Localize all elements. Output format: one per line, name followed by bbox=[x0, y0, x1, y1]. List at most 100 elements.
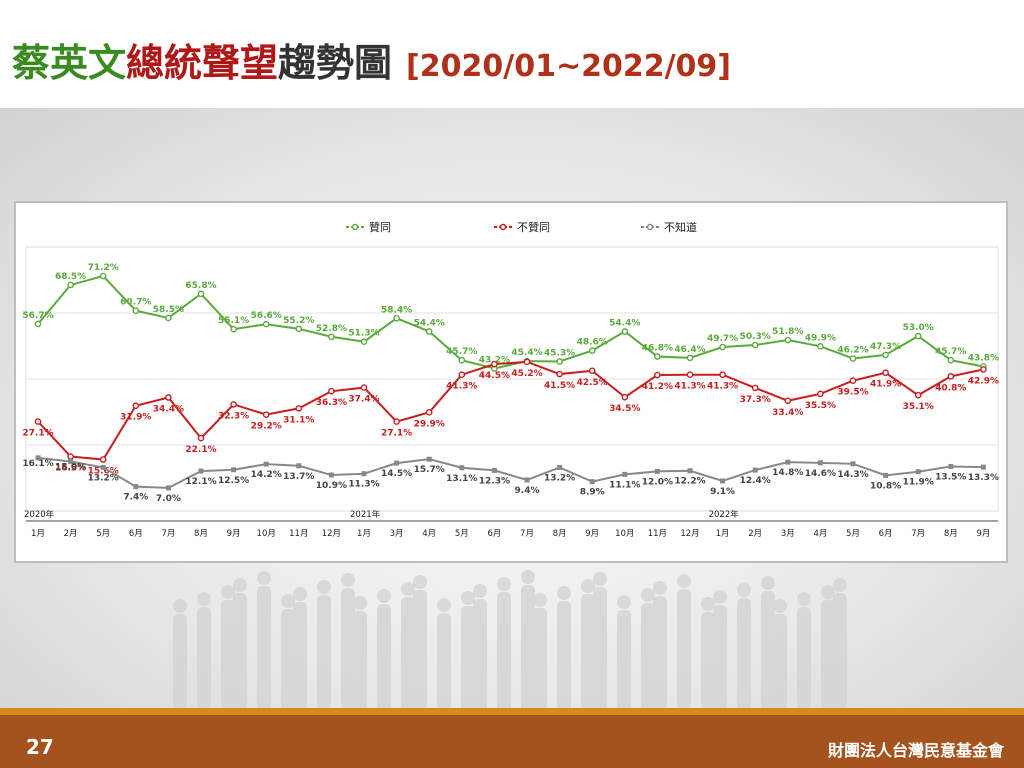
data-point bbox=[197, 290, 205, 298]
data-label: 60.7% bbox=[120, 298, 151, 308]
data-point bbox=[458, 356, 466, 364]
data-point bbox=[720, 478, 726, 484]
data-label: 58.5% bbox=[153, 305, 184, 315]
data-label: 31.1% bbox=[283, 415, 314, 425]
legend-swatch-marker bbox=[351, 223, 359, 231]
data-point bbox=[458, 371, 466, 379]
month-tick-label: 6月 bbox=[129, 529, 143, 539]
data-point bbox=[948, 463, 954, 469]
data-point bbox=[99, 456, 107, 463]
data-label: 11.9% bbox=[903, 478, 934, 488]
data-point bbox=[394, 460, 400, 466]
data-point bbox=[849, 355, 857, 362]
data-point bbox=[132, 307, 140, 314]
month-tick-label: 7月 bbox=[911, 529, 925, 539]
month-tick-label: 8月 bbox=[553, 529, 567, 539]
data-point bbox=[654, 353, 661, 360]
data-label: 45.3% bbox=[544, 349, 575, 359]
month-tick-label: 9月 bbox=[976, 529, 990, 539]
data-point bbox=[588, 347, 596, 354]
data-label: 13.2% bbox=[88, 473, 119, 483]
year-label: 2022年 bbox=[709, 509, 740, 520]
data-point bbox=[360, 384, 368, 391]
data-label: 22.1% bbox=[185, 445, 216, 455]
data-label: 45.4% bbox=[511, 348, 542, 358]
data-label: 54.4% bbox=[414, 318, 445, 328]
data-label: 49.7% bbox=[707, 334, 738, 344]
data-point bbox=[295, 325, 303, 333]
data-label: 12.4% bbox=[740, 476, 771, 486]
data-label: 32.3% bbox=[218, 411, 249, 421]
data-point bbox=[914, 332, 922, 340]
data-label: 34.5% bbox=[609, 404, 640, 414]
data-point bbox=[556, 370, 563, 378]
data-label: 14.2% bbox=[251, 470, 282, 480]
title-date-range: [2020/01~2022/09] bbox=[406, 49, 732, 84]
data-label: 12.3% bbox=[479, 476, 510, 486]
data-label: 58.4% bbox=[381, 305, 412, 315]
month-tick-label: 9月 bbox=[227, 529, 241, 539]
data-label: 10.8% bbox=[870, 481, 901, 491]
title-bar: 蔡英文總統聲望趨勢圖 [2020/01~2022/09] bbox=[0, 0, 1024, 108]
data-label: 29.9% bbox=[414, 419, 445, 429]
data-point bbox=[557, 464, 563, 470]
month-tick-label: 3月 bbox=[390, 529, 404, 539]
data-label: 7.0% bbox=[156, 494, 181, 504]
series-line bbox=[37, 274, 984, 370]
data-label: 50.3% bbox=[740, 332, 771, 342]
month-tick-label: 6月 bbox=[879, 529, 893, 539]
data-point bbox=[980, 366, 987, 373]
crowd-silhouette-image bbox=[173, 570, 847, 708]
page-number: 27 bbox=[26, 735, 54, 759]
data-label: 43.2% bbox=[479, 355, 510, 365]
data-label: 53.0% bbox=[903, 323, 934, 333]
data-label: 7.4% bbox=[123, 493, 148, 503]
month-tick-label: 11月 bbox=[648, 529, 667, 539]
legend-label: 贊同 bbox=[369, 220, 391, 234]
data-label: 12.0% bbox=[642, 477, 673, 487]
data-label: 44.5% bbox=[479, 371, 510, 381]
data-point bbox=[524, 477, 530, 483]
data-label: 41.9% bbox=[870, 380, 901, 390]
month-tick-label: 11月 bbox=[289, 529, 308, 539]
data-label: 56.7% bbox=[22, 311, 53, 321]
legend-label: 不贊同 bbox=[517, 220, 550, 234]
month-tick-label: 10月 bbox=[615, 529, 634, 539]
data-point bbox=[360, 338, 368, 346]
organization-name: 財團法人台灣民意基金會 bbox=[827, 741, 1004, 760]
data-label: 33.4% bbox=[772, 408, 803, 418]
data-point bbox=[132, 402, 140, 410]
data-label: 40.8% bbox=[935, 383, 966, 393]
year-label: 2020年 bbox=[24, 509, 55, 520]
data-point bbox=[328, 387, 335, 395]
data-point bbox=[621, 328, 629, 335]
data-label: 15.6% bbox=[88, 467, 119, 477]
data-label: 41.3% bbox=[446, 382, 477, 392]
data-label: 37.3% bbox=[740, 395, 771, 405]
data-point bbox=[654, 468, 660, 474]
data-point bbox=[751, 384, 759, 392]
data-label: 46.2% bbox=[837, 346, 868, 356]
data-label: 35.5% bbox=[805, 401, 836, 411]
data-label: 45.7% bbox=[446, 347, 477, 357]
data-point bbox=[165, 485, 171, 491]
data-point bbox=[751, 341, 759, 349]
data-point bbox=[491, 467, 497, 473]
month-tick-label: 5月 bbox=[455, 529, 469, 539]
data-point bbox=[393, 418, 400, 425]
data-point bbox=[622, 471, 628, 477]
data-point bbox=[165, 394, 172, 401]
data-label: 42.9% bbox=[968, 376, 999, 386]
month-tick-label: 3月 bbox=[781, 529, 795, 539]
data-label: 55.2% bbox=[283, 316, 314, 326]
data-point bbox=[719, 343, 726, 351]
data-point bbox=[133, 484, 139, 490]
data-label: 41.5% bbox=[544, 381, 575, 391]
title-name: 蔡英文 bbox=[12, 41, 127, 85]
data-label: 54.4% bbox=[609, 318, 640, 328]
data-point bbox=[915, 469, 921, 475]
data-point bbox=[100, 464, 106, 470]
data-label: 9.4% bbox=[515, 486, 540, 496]
data-label: 56.6% bbox=[251, 311, 282, 321]
month-tick-label: 7月 bbox=[161, 529, 175, 539]
